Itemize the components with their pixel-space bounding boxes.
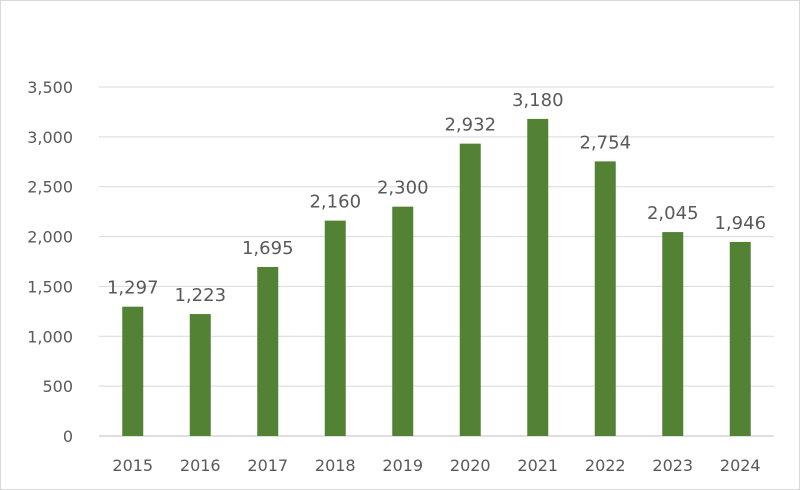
bar-2021 xyxy=(527,118,549,436)
x-tick-label-2016: 2016 xyxy=(180,456,221,475)
x-tick-label-2019: 2019 xyxy=(382,456,423,475)
bar-2020 xyxy=(459,143,481,437)
bar-2022 xyxy=(594,161,616,437)
y-tick-label: 3,000 xyxy=(27,128,73,147)
data-label-2020: 2,932 xyxy=(444,115,496,136)
bar-2023 xyxy=(662,232,684,436)
x-tick-label-2018: 2018 xyxy=(315,456,356,475)
x-tick-label-2023: 2023 xyxy=(652,456,693,475)
x-axis-ticks: 2015 2016 2017 2018 2019 2020 2021 2022 2023 2024 xyxy=(112,456,760,475)
y-tick-label: 2,000 xyxy=(27,228,73,247)
data-label-2015: 1,297 xyxy=(107,278,159,299)
bar-2016 xyxy=(189,314,211,436)
data-label-2023: 2,045 xyxy=(647,203,699,224)
y-tick-label: 3,500 xyxy=(27,78,73,97)
bars xyxy=(122,118,751,437)
data-label-2018: 2,160 xyxy=(309,192,361,213)
x-tick-label-2022: 2022 xyxy=(585,456,626,475)
y-axis-ticks: 0 500 1,000 1,500 2,000 2,500 3,000 3,500 xyxy=(27,78,73,446)
bar-2024 xyxy=(729,241,751,436)
y-tick-label: 2,500 xyxy=(27,178,73,197)
x-tick-label-2021: 2021 xyxy=(517,456,558,475)
data-label-2024: 1,946 xyxy=(714,213,766,234)
data-labels: 1,297 1,223 1,695 2,160 2,300 2,932 3,180 2,754… xyxy=(107,90,766,306)
data-label-2019: 2,300 xyxy=(377,178,429,199)
bar-2019 xyxy=(392,206,414,436)
x-tick-label-2020: 2020 xyxy=(450,456,491,475)
y-tick-label: 1,000 xyxy=(27,327,73,346)
bar-2017 xyxy=(257,266,279,436)
bar-2018 xyxy=(324,220,346,436)
data-label-2021: 3,180 xyxy=(512,90,564,111)
bar-2015 xyxy=(122,306,144,436)
data-label-2017: 1,695 xyxy=(242,238,294,259)
x-tick-label-2015: 2015 xyxy=(112,456,153,475)
y-tick-label: 0 xyxy=(63,427,73,446)
data-label-2022: 2,754 xyxy=(579,132,631,153)
x-tick-label-2017: 2017 xyxy=(247,456,288,475)
y-tick-label: 500 xyxy=(42,377,73,396)
gridlines xyxy=(99,86,774,437)
data-label-2016: 1,223 xyxy=(174,285,226,306)
x-tick-label-2024: 2024 xyxy=(720,456,761,475)
y-tick-label: 1,500 xyxy=(27,277,73,296)
